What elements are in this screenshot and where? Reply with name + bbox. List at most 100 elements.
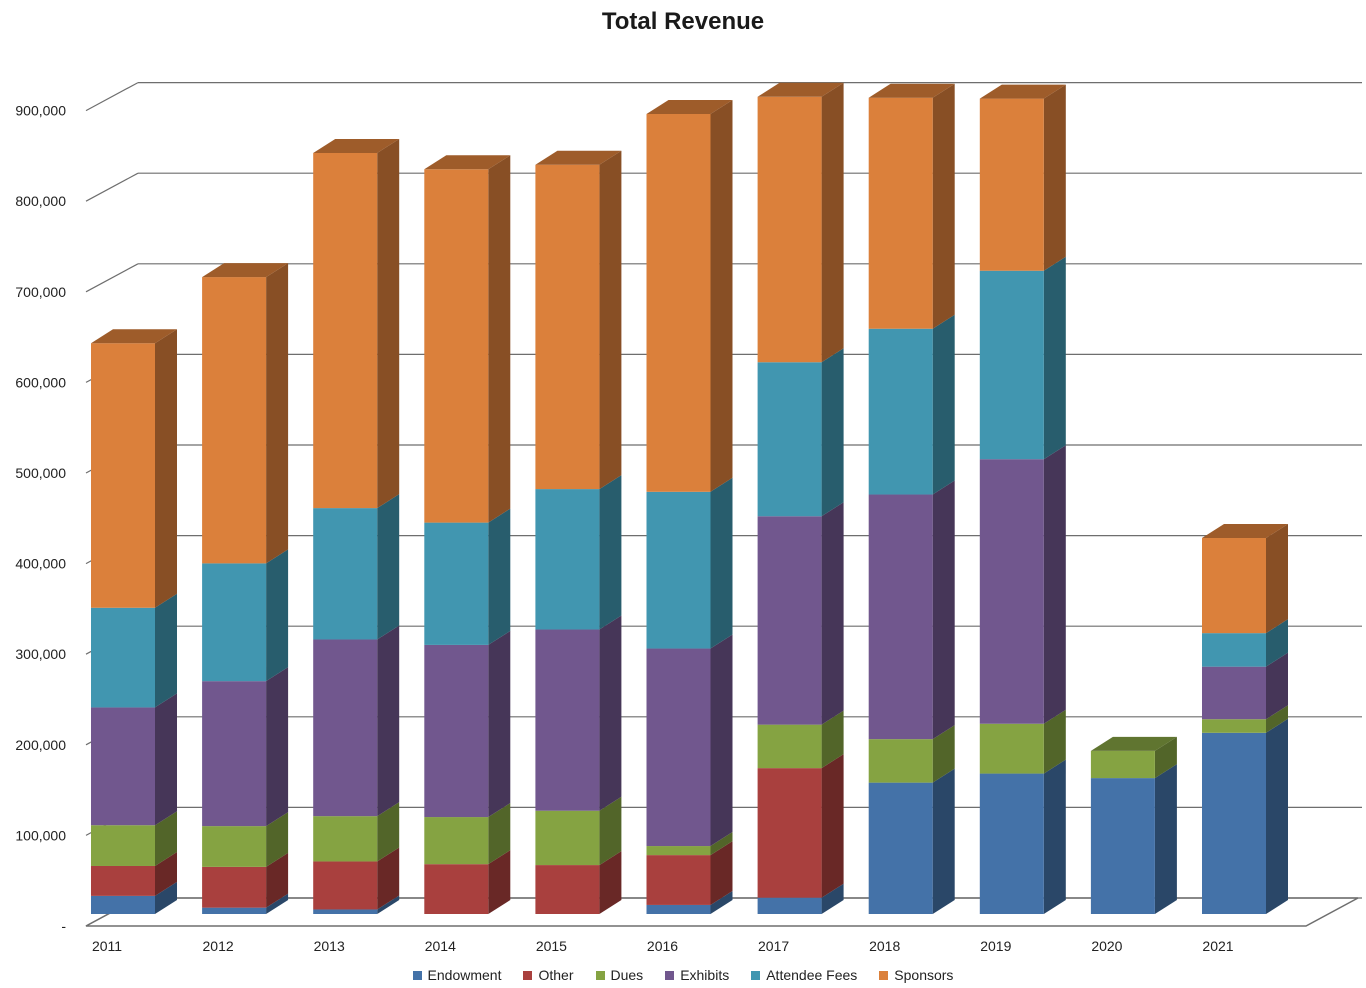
bar-side	[488, 630, 511, 818]
bar-side	[932, 725, 955, 783]
bar-segment	[202, 563, 267, 682]
bar-side	[710, 477, 733, 649]
x-tick-label: 2021	[1202, 938, 1233, 954]
bar-segment	[757, 724, 822, 769]
bar-segment	[313, 639, 378, 817]
bar-side	[599, 851, 622, 914]
bar-side	[266, 812, 289, 867]
bar-segment	[313, 152, 378, 509]
bar-side	[1154, 764, 1177, 914]
bar-side	[599, 150, 622, 490]
bar-side	[377, 802, 400, 862]
x-tick-label: 2011	[92, 938, 122, 954]
bar-top	[313, 138, 400, 153]
bar-side	[266, 667, 289, 827]
bar-top	[868, 83, 955, 98]
bar-segment	[868, 494, 933, 740]
x-tick-label: 2013	[314, 938, 345, 954]
y-tick-label: 600,000	[15, 374, 66, 390]
bar-segment	[91, 865, 155, 896]
bar-side	[1266, 718, 1288, 914]
x-tick-label: 2020	[1091, 938, 1122, 954]
y-tick-label: -	[61, 918, 66, 934]
bar-side	[155, 811, 177, 866]
legend-item: Dues	[595, 967, 643, 983]
bar-segment	[202, 277, 267, 564]
x-axis: 2011 2012 2013 2014 2015 2016 2017 2018 2019 2020…	[92, 938, 1234, 954]
bar-segment	[1202, 732, 1266, 914]
legend-swatch	[595, 970, 605, 980]
bar-side	[1154, 736, 1177, 779]
bar-segment	[1202, 666, 1266, 720]
y-tick-label: 700,000	[15, 284, 66, 300]
gridline-depth	[85, 172, 139, 202]
bars	[91, 82, 1288, 914]
bar-side	[155, 693, 177, 826]
x-tick-label: 2016	[647, 938, 678, 954]
bar-side	[1043, 84, 1066, 271]
bar-segment	[1202, 538, 1266, 634]
bar-segment	[757, 768, 822, 898]
bar-segment	[868, 97, 933, 329]
bar-top	[91, 329, 177, 344]
gridline-depth	[85, 82, 139, 112]
bar-segment	[979, 723, 1044, 774]
bar-side	[377, 895, 400, 914]
bar-segment	[202, 907, 267, 914]
legend-label: Sponsors	[894, 967, 954, 983]
bar-segment	[646, 855, 711, 905]
bar-segment	[868, 328, 933, 495]
bar-top	[1090, 736, 1177, 751]
bar-side	[821, 82, 844, 363]
x-tick-label: 2012	[203, 938, 234, 954]
bar-side	[488, 850, 511, 914]
bar-segment	[313, 816, 378, 862]
y-tick-label: 800,000	[15, 193, 66, 209]
bar-top	[1202, 524, 1288, 539]
legend-label: Exhibits	[680, 967, 730, 983]
bar-side	[1266, 619, 1288, 667]
legend-item: Exhibits	[665, 967, 729, 983]
bar-side	[377, 138, 400, 509]
gridline-depth	[85, 263, 139, 293]
bar-side	[488, 803, 511, 865]
legend-swatch	[412, 970, 422, 980]
bar-side	[266, 852, 289, 908]
bar-side	[488, 508, 511, 645]
bar-segment	[313, 909, 378, 914]
bar-side	[1043, 445, 1066, 724]
bar-segment	[979, 773, 1044, 914]
bar-segment	[979, 270, 1044, 460]
bar-side	[599, 475, 622, 630]
bar-segment	[202, 681, 267, 827]
legend-label: Other	[538, 967, 574, 983]
bar-segment	[424, 522, 489, 645]
bar-side	[155, 329, 177, 608]
bar-segment	[91, 707, 155, 826]
bar-side	[155, 593, 177, 708]
bar-side	[1266, 652, 1288, 720]
bar-side	[266, 549, 289, 682]
x-tick-label: 2019	[980, 938, 1011, 954]
bar-top	[535, 150, 622, 165]
x-tick-label: 2014	[425, 938, 456, 954]
bar-segment	[1202, 719, 1266, 733]
bar-side	[266, 263, 289, 564]
bar-side	[155, 851, 177, 896]
bar-side	[266, 893, 289, 914]
legend-swatch	[523, 970, 533, 980]
bar-side	[155, 881, 177, 914]
bar-top	[424, 155, 511, 170]
bar-side	[1043, 759, 1066, 914]
legend-label: Attendee Fees	[766, 967, 858, 983]
y-axis: - 100,000 200,000 300,000 400,000 500,000 600,…	[15, 103, 66, 934]
bar-side	[710, 634, 733, 847]
bar-segment	[91, 825, 155, 866]
bar-side	[821, 883, 844, 914]
bar-segment	[424, 864, 489, 914]
bar-side	[377, 494, 400, 640]
legend: Endowment Other Dues Exhibits Attendee Fees S…	[0, 967, 1366, 983]
legend-swatch	[879, 970, 889, 980]
bar-side	[1043, 256, 1066, 460]
